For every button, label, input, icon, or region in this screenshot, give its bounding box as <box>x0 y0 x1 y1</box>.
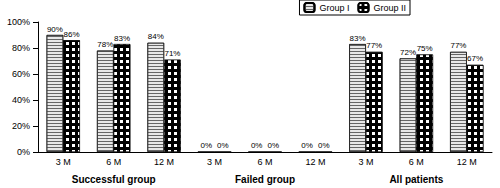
svg-text:90%: 90% <box>47 25 63 34</box>
svg-text:0%: 0% <box>251 141 263 150</box>
svg-text:12 M: 12 M <box>305 157 325 167</box>
svg-text:12 M: 12 M <box>457 157 477 167</box>
svg-text:12 M: 12 M <box>154 157 174 167</box>
svg-text:3 M: 3 M <box>358 157 373 167</box>
svg-text:0%: 0% <box>318 141 330 150</box>
svg-text:Failed group: Failed group <box>235 174 295 185</box>
svg-text:Group II: Group II <box>373 3 406 13</box>
svg-text:77%: 77% <box>450 41 466 50</box>
svg-text:0%: 0% <box>17 147 30 157</box>
svg-text:0%: 0% <box>301 141 313 150</box>
svg-text:20%: 20% <box>12 121 30 131</box>
svg-text:80%: 80% <box>12 43 30 53</box>
svg-text:0%: 0% <box>268 141 280 150</box>
svg-text:6 M: 6 M <box>106 157 121 167</box>
svg-text:Group I: Group I <box>319 3 349 13</box>
svg-text:40%: 40% <box>12 95 30 105</box>
svg-text:77%: 77% <box>366 41 382 50</box>
svg-text:67%: 67% <box>467 54 483 63</box>
svg-text:75%: 75% <box>417 44 433 53</box>
svg-text:Successful group: Successful group <box>72 174 156 185</box>
svg-text:60%: 60% <box>12 69 30 79</box>
svg-text:6 M: 6 M <box>257 157 272 167</box>
svg-text:83%: 83% <box>350 34 366 43</box>
svg-text:0%: 0% <box>200 141 212 150</box>
svg-text:6 M: 6 M <box>409 157 424 167</box>
svg-text:3 M: 3 M <box>56 157 71 167</box>
svg-text:72%: 72% <box>400 48 416 57</box>
svg-text:All patients: All patients <box>389 174 443 185</box>
svg-text:3 M: 3 M <box>207 157 222 167</box>
svg-text:0%: 0% <box>217 141 229 150</box>
svg-text:86%: 86% <box>64 30 80 39</box>
svg-text:71%: 71% <box>164 49 180 58</box>
svg-text:78%: 78% <box>97 40 113 49</box>
svg-text:84%: 84% <box>148 32 164 41</box>
svg-text:83%: 83% <box>114 34 130 43</box>
svg-text:100%: 100% <box>7 17 30 27</box>
